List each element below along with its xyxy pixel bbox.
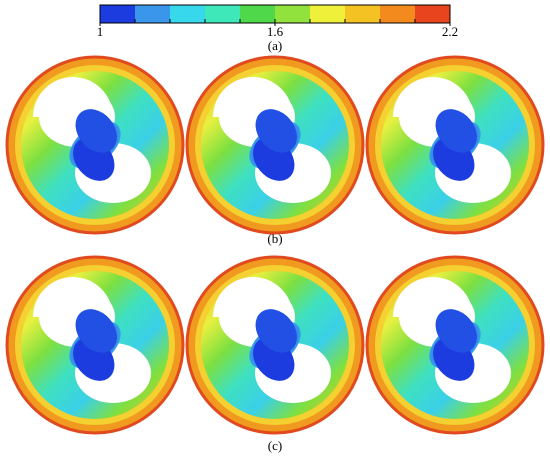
colorbar: 1 1.6 2.2 bbox=[97, 4, 458, 39]
contour-plot bbox=[5, 55, 185, 235]
colorbar-tick-label: 2.2 bbox=[442, 24, 458, 39]
colorbar-band bbox=[170, 5, 206, 23]
panel-label: (c) bbox=[268, 438, 282, 453]
contour-plot bbox=[365, 55, 545, 235]
panel-label: (a) bbox=[268, 38, 282, 53]
contour-plot bbox=[185, 55, 365, 235]
colorbar-band bbox=[380, 5, 416, 23]
contour-plot bbox=[185, 255, 365, 435]
colorbar-band bbox=[135, 5, 171, 23]
colorbar-band bbox=[205, 5, 241, 23]
colorbar-band bbox=[240, 5, 276, 23]
colorbar-band bbox=[415, 5, 451, 23]
contour-plot bbox=[5, 255, 185, 435]
panel-label: (b) bbox=[267, 231, 282, 246]
colorbar-band bbox=[275, 5, 311, 23]
contour-plot bbox=[365, 255, 545, 435]
colorbar-band bbox=[310, 5, 346, 23]
colorbar-tick-label: 1.6 bbox=[267, 24, 284, 39]
colorbar-band bbox=[345, 5, 381, 23]
colorbar-band bbox=[100, 5, 136, 23]
colorbar-tick-label: 1 bbox=[97, 24, 104, 39]
